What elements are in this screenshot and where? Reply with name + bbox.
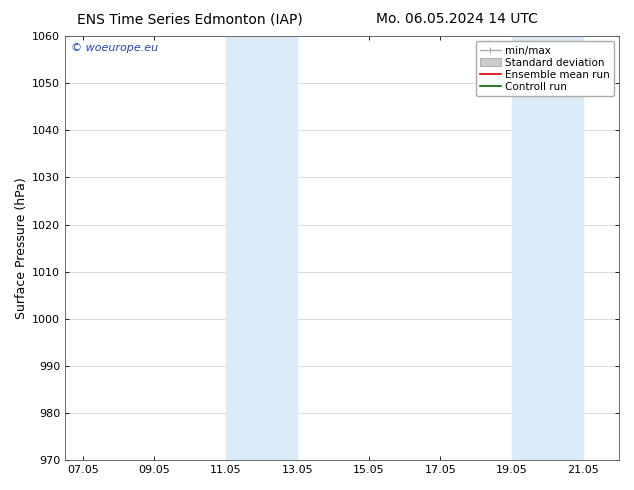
Bar [226,36,297,460]
Bar [512,36,583,460]
Text: ENS Time Series Edmonton (IAP): ENS Time Series Edmonton (IAP) [77,12,303,26]
Title: ENS Time Series Edmonton (IAP)      Mo. 06.05.2024 14 UTC: ENS Time Series Edmonton (IAP) Mo. 06.05… [0,489,1,490]
Y-axis label: Surface Pressure (hPa): Surface Pressure (hPa) [15,177,28,319]
Text: Mo. 06.05.2024 14 UTC: Mo. 06.05.2024 14 UTC [375,12,538,26]
Text: © woeurope.eu: © woeurope.eu [71,43,158,52]
Legend: min/max, Standard deviation, Ensemble mean run, Controll run: min/max, Standard deviation, Ensemble me… [476,41,614,96]
